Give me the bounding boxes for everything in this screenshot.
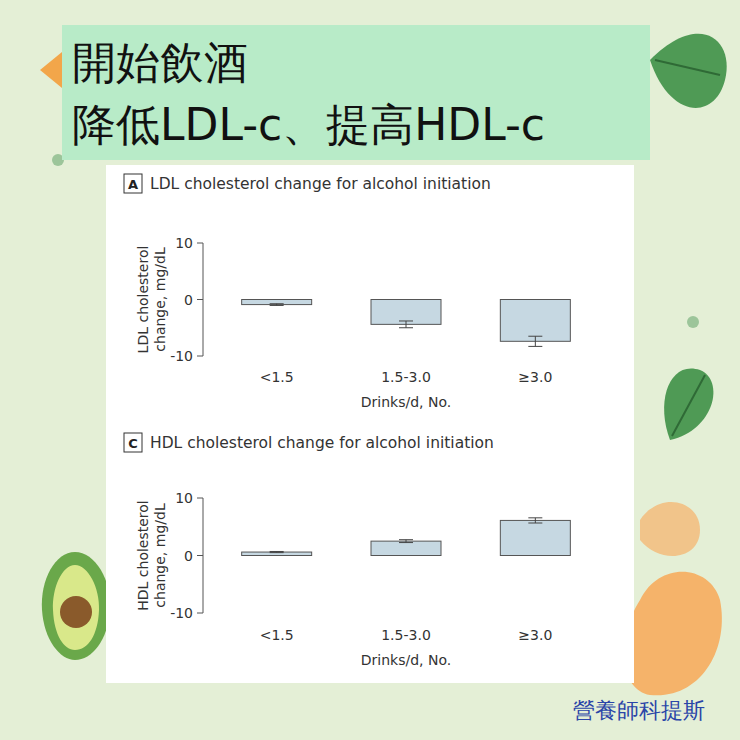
y-tick-label: 10 [175, 235, 193, 251]
y-tick [197, 356, 203, 357]
x-axis-label: Drinks/d, No. [361, 394, 451, 410]
panel-label-box [124, 174, 142, 193]
chart-title: HDL cholesterol change for alcohol initi… [150, 434, 494, 452]
chart: C HDL cholesterol change for alcohol init… [124, 433, 570, 668]
bar [371, 541, 441, 555]
figure-panel [106, 165, 634, 683]
y-axis-label-line: LDL cholesterol [135, 246, 151, 354]
plot-area [242, 300, 571, 347]
y-tick-label: 10 [175, 490, 193, 506]
y-tick [197, 498, 203, 499]
y-tick-label: 0 [184, 292, 193, 308]
leaf-vein [655, 60, 720, 75]
bar [242, 552, 312, 555]
y-tick-label: 0 [184, 548, 193, 564]
panel-label-box [124, 433, 142, 452]
y-axis-label: HDL cholesterolchange, mg/dL [135, 500, 168, 611]
page: 開始飲酒降低LDL-c、提高HDL-c 營養師科提斯 A LDL cholestero… [0, 0, 740, 740]
y-axis-label-line: change, mg/dL [152, 503, 168, 608]
bar [500, 520, 570, 555]
banner-title: 降低LDL-c、提高HDL-c [72, 99, 545, 150]
avocado-flesh [53, 565, 99, 650]
y-tick-label: -10 [170, 605, 193, 621]
y-tick [197, 243, 203, 244]
banner-title: 開始飲酒 [72, 37, 248, 88]
error-bar [399, 540, 413, 543]
dot [687, 316, 699, 328]
error-bar [270, 304, 284, 306]
x-tick-label: <1.5 [260, 369, 294, 385]
bar [500, 300, 570, 342]
background [0, 0, 740, 740]
error-bar [270, 551, 284, 552]
x-axis-label: Drinks/d, No. [361, 652, 451, 668]
y-tick [197, 299, 203, 300]
x-tick-label: ≥3.0 [518, 369, 552, 385]
nut [640, 502, 700, 556]
x-tick-label: ≥3.0 [518, 627, 552, 643]
y-axis-label: LDL cholesterolchange, mg/dL [135, 246, 168, 354]
plot-area [242, 518, 571, 556]
error-bar [528, 336, 542, 346]
banner [62, 25, 650, 160]
panel-label: A [128, 177, 138, 192]
y-tick [197, 613, 203, 614]
y-tick [197, 555, 203, 556]
x-tick-label: <1.5 [260, 627, 294, 643]
leaf [664, 368, 713, 440]
y-axis-label-line: HDL cholesterol [135, 500, 151, 611]
x-tick-label: 1.5-3.0 [381, 627, 431, 643]
avocado-seed [60, 596, 92, 628]
y-axis-label-line: change, mg/dL [152, 247, 168, 352]
avocado [42, 552, 110, 660]
error-bar [528, 518, 542, 523]
x-tick-label: 1.5-3.0 [381, 369, 431, 385]
leaf [650, 34, 727, 108]
chart-title: LDL cholesterol change for alcohol initi… [150, 175, 491, 193]
decoration [40, 52, 62, 88]
leaf-vein [672, 375, 705, 436]
bar [242, 300, 312, 305]
error-bar [399, 321, 413, 328]
nut [624, 572, 722, 696]
chart: A LDL cholesterol change for alcohol init… [124, 174, 570, 410]
credit: 營養師科提斯 [573, 698, 705, 723]
y-tick-label: -10 [170, 348, 193, 364]
panel-label: C [128, 436, 138, 451]
